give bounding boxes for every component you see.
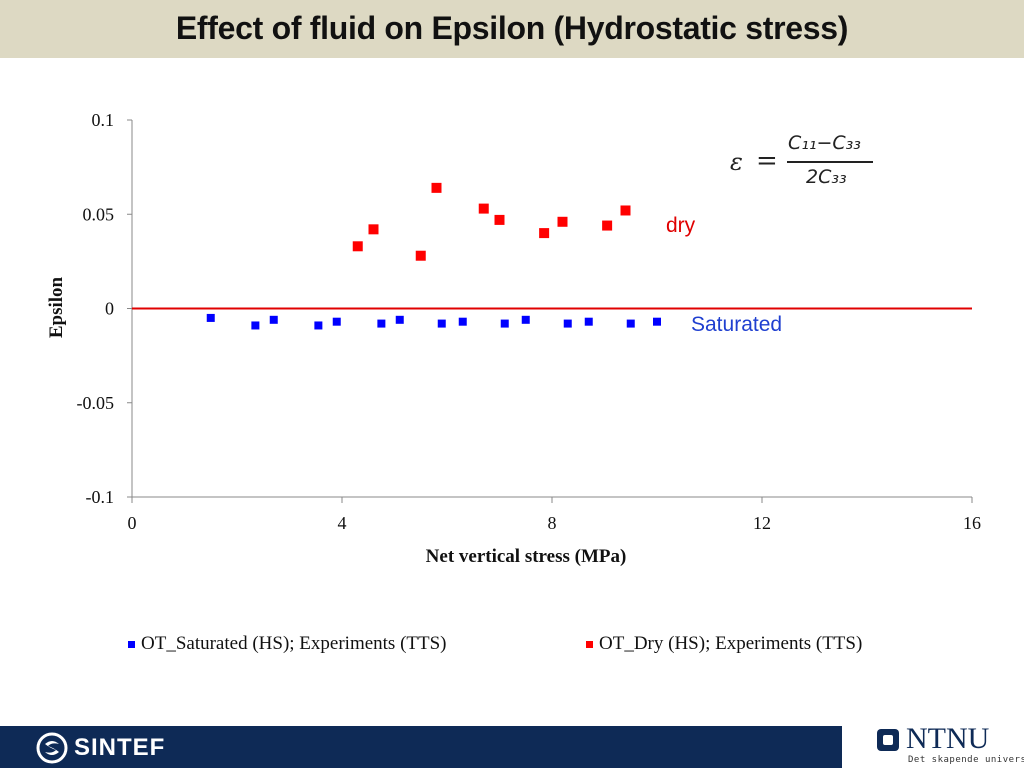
formula-denominator: 2C₃₃ (806, 166, 847, 188)
formula-equals: = (756, 146, 778, 176)
y-tick-label: 0.05 (83, 204, 115, 224)
legend-label-dry: OT_Dry (HS); Experiments (TTS) (599, 633, 863, 654)
x-tick-label: 12 (753, 513, 771, 533)
y-tick-label: -0.05 (77, 393, 115, 413)
sintef-logo: SINTEF (36, 732, 165, 764)
epsilon-formula: ε = C₁₁−C₃₃ 2C₃₃ (730, 132, 880, 196)
data-point-saturated (314, 321, 323, 330)
legend-label-saturated: OT_Saturated (HS); Experiments (TTS) (141, 633, 447, 654)
ntnu-logo-text: NTNU (906, 722, 990, 755)
formula-lhs: ε (730, 148, 743, 176)
ntnu-tagline: Det skapende universitet (908, 755, 1024, 765)
data-point-saturated (500, 319, 509, 328)
ntnu-logo: NTNU Det skapende universitet (876, 722, 1024, 768)
data-point-saturated (269, 315, 278, 324)
scatter-chart: -0.1 -0.05 0 0.05 0.1 0 4 8 12 16 Net vertical str… (46, 110, 981, 567)
legend-swatch-dry (586, 640, 593, 648)
data-point-dry (478, 203, 489, 214)
y-tick-label: 0 (105, 299, 114, 319)
data-point-dry (602, 220, 613, 231)
x-tick-label: 4 (338, 513, 347, 533)
formula-numerator: C₁₁−C₃₃ (788, 132, 861, 154)
footer-bar: SINTEF (0, 726, 842, 768)
data-point-dry (620, 205, 631, 216)
data-point-saturated (206, 313, 215, 322)
title-bar: Effect of fluid on Epsilon (Hydrostatic … (0, 0, 1024, 58)
data-point-saturated (563, 319, 572, 328)
x-tick-label: 0 (128, 513, 137, 533)
annotation-dry: dry (666, 214, 696, 237)
legend-item-dry: OT_Dry (HS); Experiments (TTS) (586, 633, 862, 655)
sintef-logo-icon (36, 732, 68, 764)
data-point-dry (494, 214, 505, 225)
data-point-dry (431, 182, 442, 193)
data-point-dry (368, 224, 379, 235)
data-point-saturated (395, 315, 404, 324)
x-tick-label: 8 (548, 513, 557, 533)
legend-item-saturated: OT_Saturated (HS); Experiments (TTS) (128, 633, 447, 655)
data-point-saturated (521, 315, 530, 324)
data-point-saturated (437, 319, 446, 328)
legend-swatch-saturated (128, 640, 135, 648)
y-axis-label: Epsilon (46, 276, 67, 338)
y-tick-label: 0.1 (92, 110, 115, 130)
data-point-dry (539, 228, 550, 239)
data-point-saturated (377, 319, 386, 328)
annotation-saturated: Saturated (691, 313, 782, 336)
data-point-dry (557, 216, 568, 227)
ntnu-logo-icon (877, 729, 899, 751)
page-title: Effect of fluid on Epsilon (Hydrostatic … (175, 10, 849, 46)
y-tick-label: -0.1 (86, 487, 115, 507)
data-point-dry (352, 241, 363, 252)
data-point-dry (415, 250, 426, 261)
chart-legend: OT_Saturated (HS); Experiments (TTS) OT_… (0, 633, 1024, 659)
data-point-saturated (653, 317, 661, 326)
data-point-saturated (626, 319, 635, 328)
data-point-saturated (458, 317, 467, 326)
data-point-saturated (584, 317, 593, 326)
formula-fraction-bar (787, 161, 873, 163)
data-point-saturated (251, 321, 260, 330)
x-tick-label: 16 (963, 513, 981, 533)
data-point-saturated (332, 317, 341, 326)
x-axis-label: Net vertical stress (MPa) (426, 546, 627, 567)
sintef-logo-text: SINTEF (74, 734, 166, 761)
